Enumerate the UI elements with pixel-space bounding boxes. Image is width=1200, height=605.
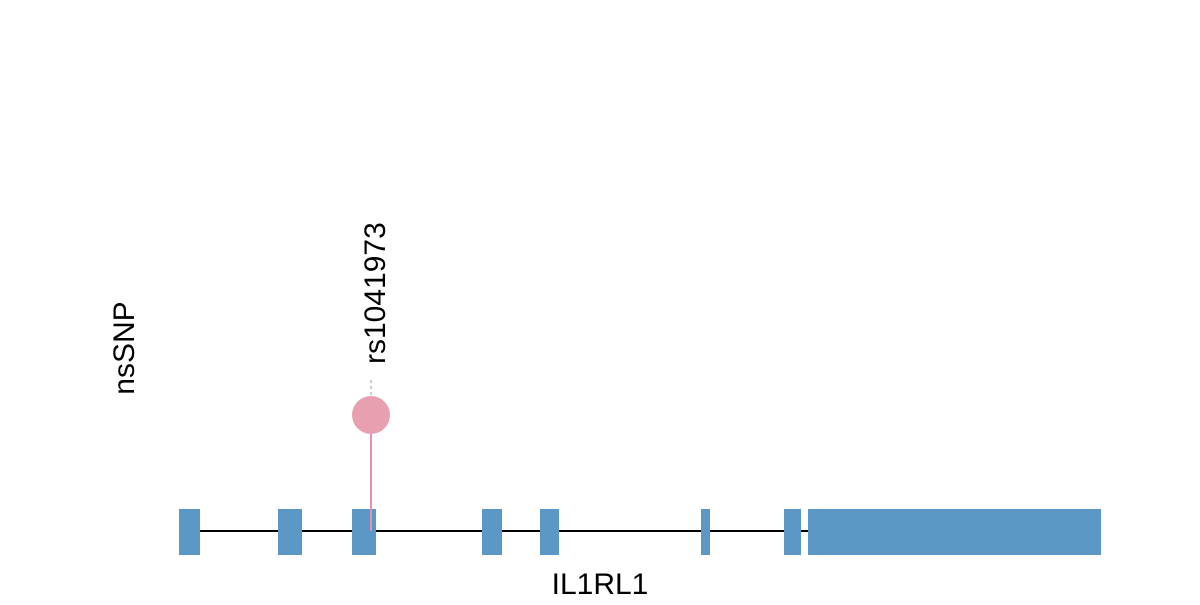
track-label: nsSNP [108,301,141,394]
exon [808,509,1101,555]
exon [784,509,801,555]
exon [540,509,559,555]
exon [179,509,200,555]
exon [701,509,710,555]
snp-marker [352,396,390,434]
exons [179,509,1101,555]
exon [352,509,376,555]
exon [482,509,502,555]
snp-label: rs1041973 [359,222,392,364]
gene-name: IL1RL1 [552,568,649,600]
exon [278,509,302,555]
